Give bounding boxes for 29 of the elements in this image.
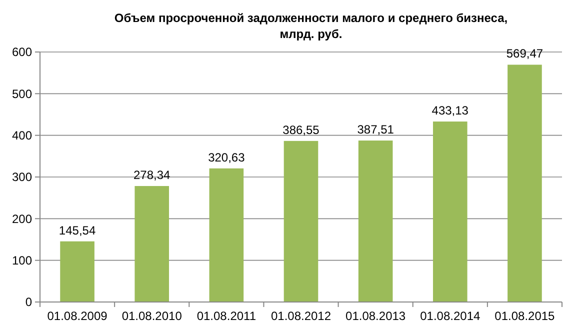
bar bbox=[432, 122, 468, 302]
data-label: 387,51 bbox=[357, 122, 394, 137]
data-label: 145,54 bbox=[58, 223, 96, 238]
bar bbox=[209, 168, 244, 302]
x-tick-label: 01.08.2013 bbox=[346, 309, 406, 323]
x-tick-label: 01.08.2009 bbox=[47, 309, 108, 323]
y-tick-label: 100 bbox=[12, 254, 32, 268]
y-tick-label: 300 bbox=[12, 170, 32, 184]
x-tick-label: 01.08.2014 bbox=[420, 309, 480, 323]
y-tick-label: 500 bbox=[12, 86, 32, 101]
data-label: 569,47 bbox=[506, 46, 544, 61]
y-tick-label: 200 bbox=[12, 212, 32, 226]
x-tick-label: 01.08.2015 bbox=[494, 309, 556, 323]
data-label: 386,55 bbox=[282, 122, 320, 137]
y-tick-label: 0 bbox=[25, 295, 32, 310]
chart-title: Объем просроченной задолженности малого и среднего бизнеса, млрд. руб. bbox=[114, 11, 508, 41]
data-label: 320,63 bbox=[208, 150, 246, 164]
bar bbox=[284, 140, 318, 302]
data-label: 433,13 bbox=[432, 104, 469, 118]
bar bbox=[358, 140, 393, 302]
y-tick-label: 600 bbox=[12, 45, 32, 60]
x-tick-label: 01.08.2010 bbox=[122, 309, 182, 323]
x-tick-label: 01.08.2012 bbox=[270, 309, 332, 323]
bar bbox=[60, 241, 94, 302]
y-tick-label: 400 bbox=[12, 128, 32, 143]
x-tick-label: 01.08.2011 bbox=[196, 309, 256, 323]
data-label: 278,34 bbox=[134, 168, 171, 182]
bar bbox=[134, 186, 170, 302]
bar bbox=[508, 64, 542, 302]
